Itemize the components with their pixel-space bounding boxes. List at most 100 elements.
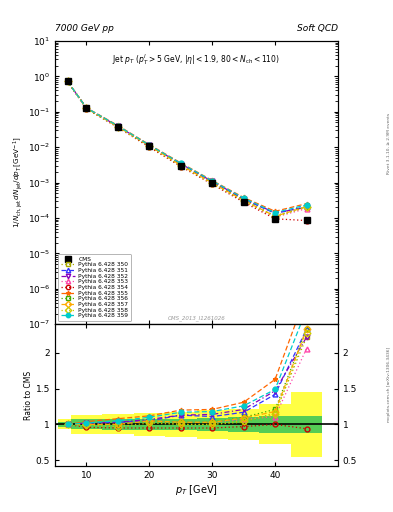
Pythia 6.428 354 [273, 216, 277, 222]
Line: Pythia 6.428 351: Pythia 6.428 351 [65, 79, 309, 216]
Pythia 6.428 350 [210, 180, 215, 186]
Pythia 6.428 357 [241, 197, 246, 203]
Pythia 6.428 354 [147, 144, 152, 151]
Pythia 6.428 351 [304, 204, 309, 210]
Pythia 6.428 356 [65, 78, 70, 84]
Pythia 6.428 350 [116, 123, 120, 130]
Pythia 6.428 357 [273, 213, 277, 219]
Pythia 6.428 356 [210, 180, 215, 186]
Pythia 6.428 359 [210, 178, 215, 184]
Pythia 6.428 352 [273, 210, 277, 216]
Y-axis label: $1/N_{\rm ch,jet}\,dN_{\rm jet}/dp_T\,[\rm GeV^{-1}]$: $1/N_{\rm ch,jet}\,dN_{\rm jet}/dp_T\,[\… [11, 137, 25, 228]
Pythia 6.428 355 [241, 195, 246, 201]
Line: Pythia 6.428 356: Pythia 6.428 356 [65, 79, 309, 218]
Pythia 6.428 359 [241, 195, 246, 201]
Pythia 6.428 350 [241, 198, 246, 204]
Pythia 6.428 357 [147, 143, 152, 149]
Pythia 6.428 357 [116, 123, 120, 130]
Pythia 6.428 356 [273, 213, 277, 219]
Pythia 6.428 355 [210, 177, 215, 183]
Pythia 6.428 356 [84, 105, 89, 112]
Pythia 6.428 353 [147, 143, 152, 149]
Line: Pythia 6.428 352: Pythia 6.428 352 [65, 79, 309, 215]
Pythia 6.428 351 [84, 105, 89, 111]
Pythia 6.428 353 [241, 198, 246, 204]
Pythia 6.428 358 [84, 105, 89, 112]
Line: Pythia 6.428 354: Pythia 6.428 354 [65, 79, 309, 223]
Pythia 6.428 358 [116, 124, 120, 130]
Pythia 6.428 358 [65, 78, 70, 84]
Pythia 6.428 354 [65, 78, 70, 84]
Pythia 6.428 355 [178, 160, 183, 166]
Pythia 6.428 357 [210, 180, 215, 186]
Pythia 6.428 355 [84, 104, 89, 111]
Pythia 6.428 350 [273, 214, 277, 220]
Pythia 6.428 350 [84, 105, 89, 112]
Pythia 6.428 350 [304, 204, 309, 210]
Pythia 6.428 353 [65, 78, 70, 84]
Pythia 6.428 356 [304, 204, 309, 210]
Pythia 6.428 359 [147, 142, 152, 148]
Pythia 6.428 350 [178, 163, 183, 169]
Pythia 6.428 350 [65, 78, 70, 84]
Pythia 6.428 358 [147, 143, 152, 149]
Pythia 6.428 351 [178, 161, 183, 167]
Line: Pythia 6.428 357: Pythia 6.428 357 [65, 79, 309, 219]
Text: mcplots.cern.ch [arXiv:1306.3436]: mcplots.cern.ch [arXiv:1306.3436] [387, 347, 391, 421]
Pythia 6.428 358 [241, 198, 246, 204]
Line: Pythia 6.428 355: Pythia 6.428 355 [65, 79, 309, 214]
Pythia 6.428 353 [273, 214, 277, 220]
Text: Rivet 3.1.10, ≥ 2.9M events: Rivet 3.1.10, ≥ 2.9M events [387, 113, 391, 174]
Pythia 6.428 359 [116, 123, 120, 129]
Pythia 6.428 351 [273, 210, 277, 217]
Pythia 6.428 352 [210, 178, 215, 184]
Pythia 6.428 353 [178, 162, 183, 168]
Pythia 6.428 356 [178, 162, 183, 168]
Pythia 6.428 352 [84, 105, 89, 111]
Pythia 6.428 356 [116, 123, 120, 130]
Pythia 6.428 359 [273, 209, 277, 216]
Pythia 6.428 359 [178, 160, 183, 166]
Text: Jet $p_T$ ($p_T^l$$>$$5$ GeV, $|\eta|$$<$$1.9$, $80$$<$$N_{\rm ch}$$<$$110$): Jet $p_T$ ($p_T^l$$>$$5$ GeV, $|\eta|$$<… [112, 52, 281, 67]
Pythia 6.428 359 [304, 202, 309, 208]
Pythia 6.428 357 [304, 204, 309, 210]
Pythia 6.428 352 [241, 196, 246, 202]
Pythia 6.428 357 [65, 78, 70, 84]
Pythia 6.428 358 [273, 214, 277, 220]
Pythia 6.428 358 [178, 163, 183, 169]
Pythia 6.428 351 [241, 196, 246, 202]
Pythia 6.428 359 [65, 78, 70, 84]
Pythia 6.428 352 [304, 204, 309, 210]
Pythia 6.428 353 [116, 123, 120, 130]
Pythia 6.428 355 [304, 201, 309, 207]
Pythia 6.428 354 [210, 181, 215, 187]
Pythia 6.428 354 [304, 218, 309, 224]
Pythia 6.428 354 [84, 106, 89, 112]
Pythia 6.428 356 [147, 143, 152, 149]
Pythia 6.428 357 [178, 162, 183, 168]
Line: Pythia 6.428 359: Pythia 6.428 359 [65, 79, 309, 215]
Pythia 6.428 354 [241, 199, 246, 205]
Pythia 6.428 359 [84, 105, 89, 111]
Pythia 6.428 356 [241, 197, 246, 203]
Y-axis label: Ratio to CMS: Ratio to CMS [24, 371, 33, 420]
Pythia 6.428 352 [147, 142, 152, 148]
Pythia 6.428 352 [65, 78, 70, 84]
X-axis label: $p_T$ [GeV]: $p_T$ [GeV] [175, 482, 218, 497]
Pythia 6.428 355 [65, 78, 70, 84]
Pythia 6.428 353 [210, 180, 215, 186]
Pythia 6.428 355 [273, 208, 277, 215]
Pythia 6.428 355 [116, 122, 120, 129]
Pythia 6.428 351 [147, 143, 152, 149]
Pythia 6.428 351 [116, 123, 120, 130]
Pythia 6.428 352 [116, 123, 120, 130]
Pythia 6.428 353 [304, 205, 309, 211]
Pythia 6.428 354 [178, 163, 183, 169]
Text: Soft QCD: Soft QCD [297, 24, 338, 33]
Pythia 6.428 352 [178, 161, 183, 167]
Pythia 6.428 355 [147, 142, 152, 148]
Pythia 6.428 351 [210, 179, 215, 185]
Pythia 6.428 357 [84, 105, 89, 112]
Pythia 6.428 353 [84, 105, 89, 111]
Pythia 6.428 358 [210, 180, 215, 186]
